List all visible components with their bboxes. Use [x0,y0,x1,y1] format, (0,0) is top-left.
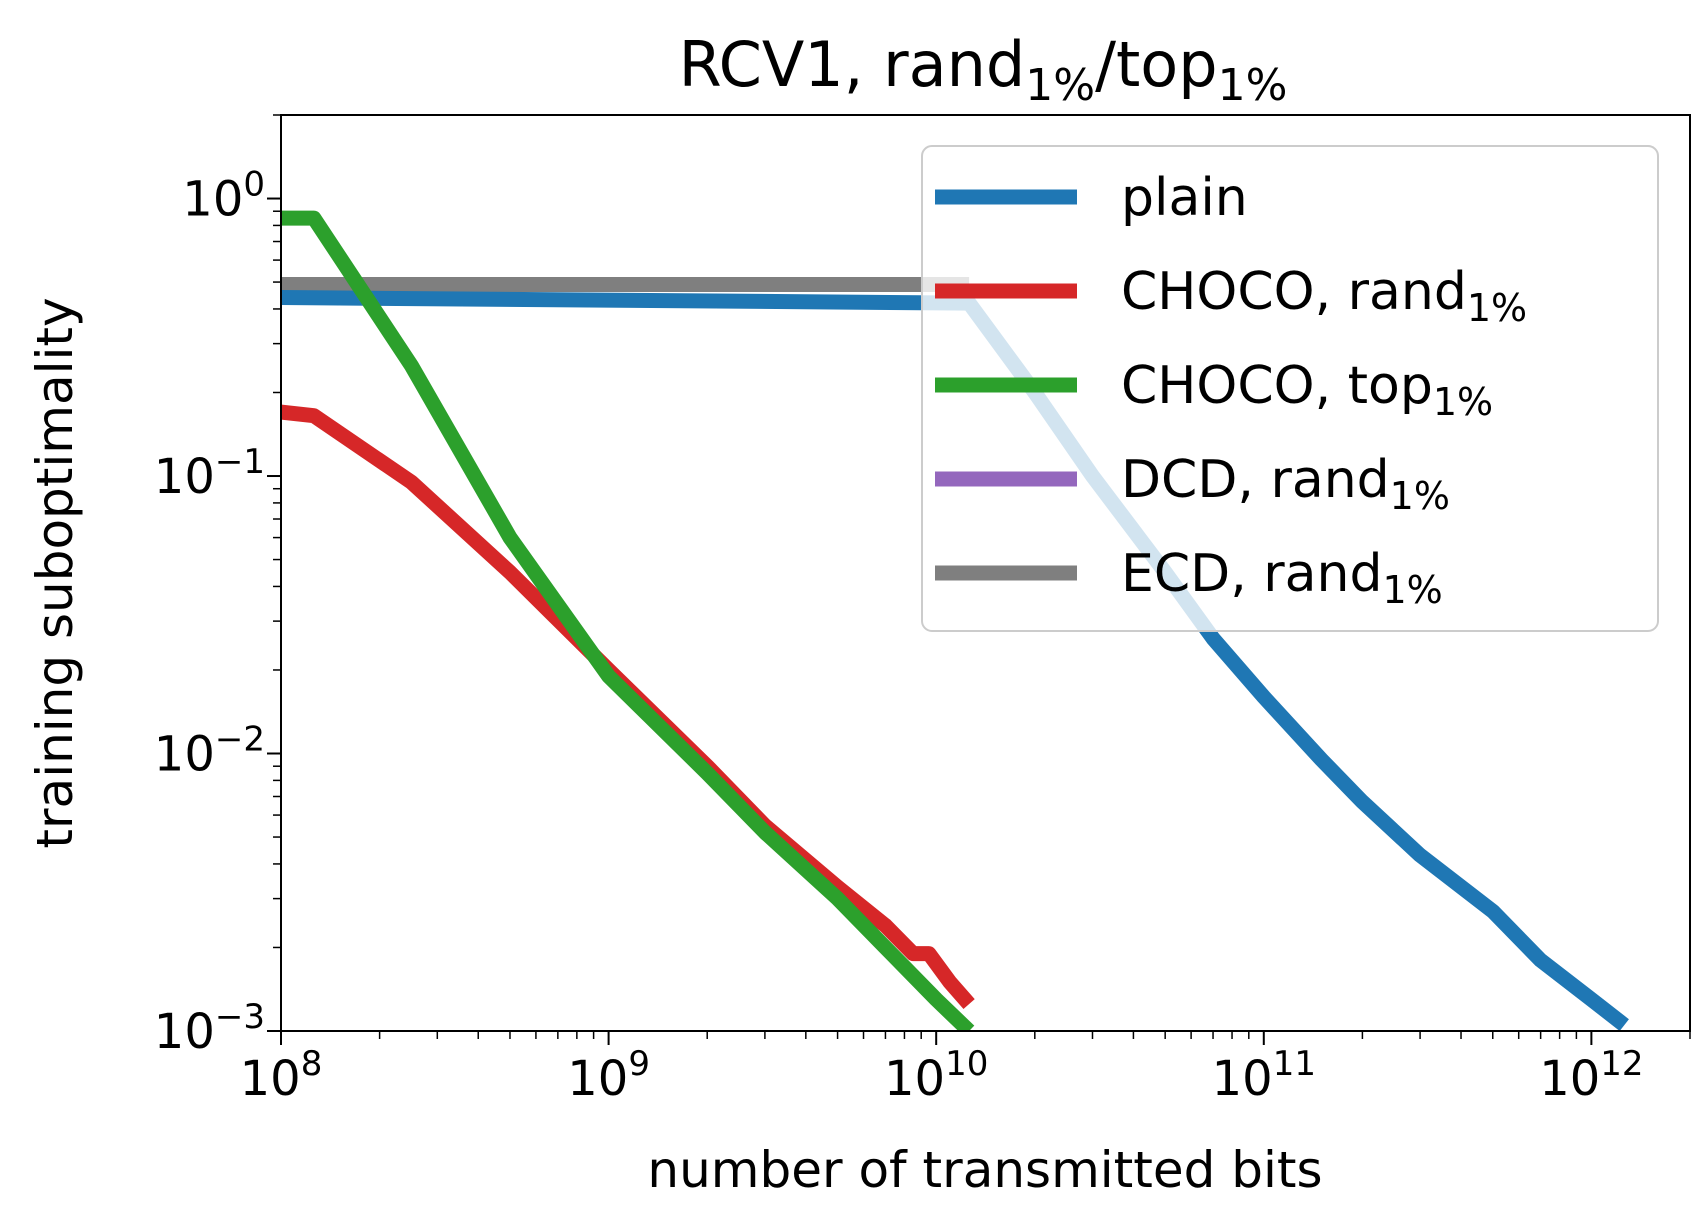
legend-label-4: ECD, rand1% [1121,544,1443,612]
x-tick-label: 1012 [1539,1044,1643,1107]
x-tick-label: 109 [567,1044,650,1107]
legend-box [921,145,1659,632]
y-tick-label: 100 [182,165,265,228]
y-tick-label: 10−3 [154,997,265,1060]
legend-label-3: DCD, rand1% [1121,450,1450,518]
series-line-2 [281,210,975,1031]
y-tick-label: 10−2 [154,720,265,783]
x-axis-label: number of transmitted bits [647,1141,1322,1199]
legend-label-2: CHOCO, top1% [1121,356,1493,424]
x-axis: 108 109 1010 1011 1012 [240,1031,1691,1107]
x-tick-label: 108 [240,1044,323,1107]
x-tick-label: 1011 [1212,1044,1316,1107]
x-tick-label: 1010 [884,1044,988,1107]
chart-title: RCV1, rand1%/top1% [679,28,1288,111]
plot-frame [280,114,1691,1032]
legend-label-1: CHOCO, rand1% [1121,262,1527,330]
y-tick-label: 10−1 [154,442,265,505]
y-axis: 100 10−1 10−2 10−3 [154,114,281,1060]
y-axis-label: training suboptimality [26,297,84,848]
legend: plain CHOCO, rand1% CHOCO, top1% DCD, rand1… [921,145,1659,632]
legend-label-0: plain [1121,168,1248,228]
